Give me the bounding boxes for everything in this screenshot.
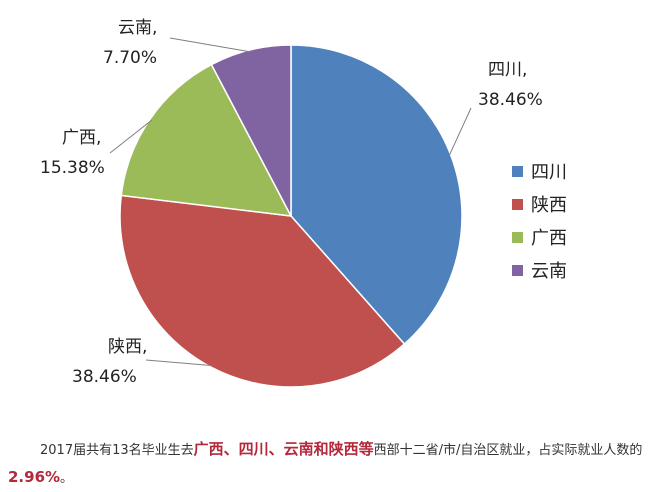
label-shaanxi-name: 陕西, [108,337,147,357]
legend-label-yunnan: 云南 [531,261,567,282]
legend-swatch-guangxi [512,232,523,243]
label-guangxi-value: 15.38% [40,158,105,178]
legend-swatch-sichuan [512,166,523,177]
leader-lines [109,37,472,367]
label-yunnan-name: 云南, [118,18,157,38]
leader-line-yunnan [169,37,251,53]
legend-label-guangxi: 广西 [531,228,567,249]
caption-highlight-regions: 广西、四川、云南和陕西等 [193,440,374,458]
label-guangxi-name: 广西, [62,128,101,148]
caption: 2017届共有13名毕业生去广西、四川、云南和陕西等西部十二省/市/自治区就业，… [8,436,658,492]
leader-line-sichuan [448,107,472,157]
leader-line-shaanxi [145,359,213,367]
legend: 四川 陕西 广西 云南 [512,162,567,282]
legend-swatch-yunnan [512,265,523,276]
caption-part2: 西部十二省/市/自治区就业，占实际就业人数的 [373,443,643,458]
pie-slice-shaanxi [119,194,406,388]
pie-slices [119,44,463,388]
caption-highlight-percent: 2.96% [8,468,61,486]
legend-label-sichuan: 四川 [531,162,567,183]
legend-swatch-shaanxi [512,199,523,210]
legend-label-shaanxi: 陕西 [531,195,567,216]
caption-part1: 2017届共有13名毕业生去 [40,443,194,458]
leader-line-guangxi [109,119,153,154]
label-sichuan-name: 四川, [488,60,527,80]
pie-slice-guangxi [120,63,293,217]
pie-slice-sichuan [290,44,463,346]
label-sichuan-value: 38.46% [478,90,543,110]
pie-chart: 四川, 38.46% 陕西, 38.46% 广西, 15.38% 云南, 7.7… [40,18,567,388]
pie-slice-yunnan [210,44,292,217]
label-yunnan-value: 7.70% [103,48,157,68]
label-shaanxi-value: 38.46% [72,367,137,387]
caption-part3: 。 [60,471,74,486]
